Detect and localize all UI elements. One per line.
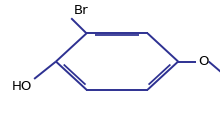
- Text: Br: Br: [73, 4, 88, 17]
- Text: HO: HO: [11, 80, 32, 93]
- Text: O: O: [198, 55, 208, 68]
